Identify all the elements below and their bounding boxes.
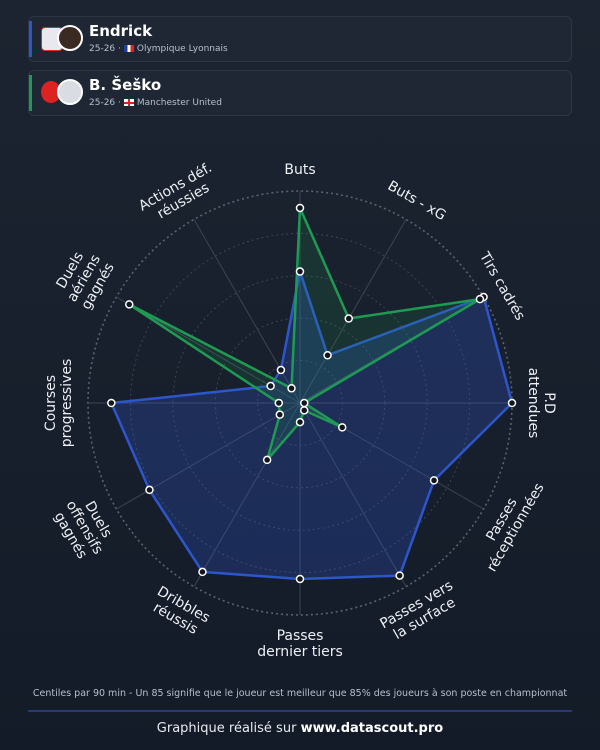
club-logo [41,81,61,103]
data-point [295,417,305,427]
data-point [107,398,116,408]
data-point [266,381,275,391]
footer-text: Graphique réalisé sur [157,721,297,736]
data-point [262,455,272,465]
avatar [57,25,83,51]
axis-label-line: P.D [541,392,557,414]
club: Olympique Lyonnais [136,44,228,54]
axis-label-line: Buts [284,162,315,178]
season: 25-26 · [89,98,121,108]
footer: Graphique réalisé sur www.datascout.pro [157,721,443,736]
data-point [276,365,286,375]
data-point [323,351,332,360]
player-card: Endrick 25-26 · Olympique Lyonnais [28,16,572,62]
data-point [295,267,305,276]
data-point [275,410,285,419]
data-point [198,567,207,577]
data-point [287,384,296,393]
axis-label: Buts [284,162,315,178]
player-card: B. Šeško 25-26 · Manchester United [28,70,572,116]
data-point [125,300,134,309]
axis-label-line: Buts - xG [385,178,449,224]
note: Centiles par 90 min - Un 85 signifie que… [33,688,568,699]
data-point [295,574,305,584]
axis-label-line: dernier tiers [257,644,343,660]
data-point [145,485,154,495]
data-point [395,571,404,580]
axis-label-line: Passes [277,628,324,644]
axis-label: Buts - xG [385,178,449,224]
player-name: B. Šeško [89,76,162,94]
data-point [429,476,439,485]
axis-label: Actions déf.réussies [136,160,215,222]
spoke [299,402,407,587]
data-point [344,314,354,323]
axis-label-line: attendues [525,368,541,439]
axis-label: Courses progressives [43,359,75,448]
data-point [299,406,309,415]
axis-label-line: Courses [43,375,59,431]
spoke [299,219,407,404]
season: 25-26 · [89,44,121,54]
footer-site: www.datascout.pro [301,721,444,736]
avatar [57,79,83,105]
data-point [337,423,347,432]
axis-label-line: progressives [59,359,75,448]
club: Manchester United [136,98,222,108]
data-point [507,398,517,408]
data-point [475,294,485,304]
data-point [295,203,305,213]
data-point [299,398,309,408]
player-sub: 25-26 · Olympique Lyonnais [89,44,228,54]
spoke [193,402,301,587]
data-point [274,398,284,408]
player-name: Endrick [89,22,153,40]
player-sub: 25-26 · Manchester United [89,98,222,108]
